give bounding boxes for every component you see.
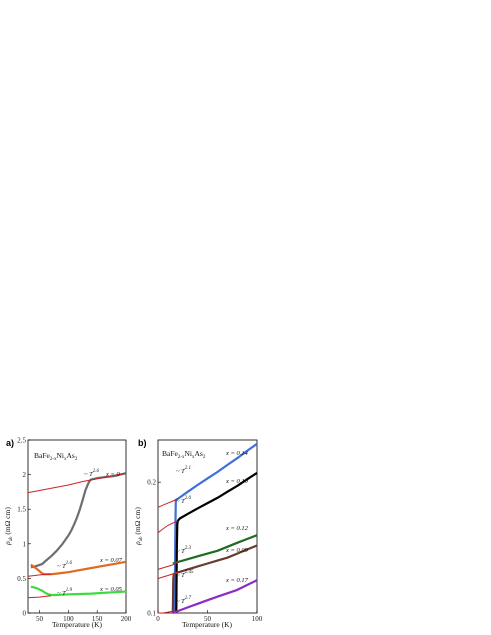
annot-b-fit-2: ~ T2.3: [176, 546, 192, 555]
b-xtick-label: 100: [252, 615, 263, 623]
annot-a-series-1: x = 0.07: [99, 557, 123, 564]
a-fit-line-0: [27, 472, 127, 494]
panel-a-annotations: x = 0 ~ T2.6 x = 0.07 ~ T1.6 x = 0.05 ~ …: [57, 469, 123, 597]
b-series-line-2: [172, 534, 258, 565]
annot-b-fit-4: ~ T2.7: [176, 596, 192, 605]
b-fit-line-4: [158, 610, 178, 614]
annot-a-fit-1: ~ T1.6: [57, 561, 73, 570]
annot-b-series-1: x = 0.10: [225, 478, 249, 485]
panel-a: a) BaFe2-xNixAs2 Temperature (K) ρab (mΩ…: [3, 437, 132, 630]
b-fit-line-3: [157, 571, 178, 580]
annot-b-fit-3: ~ T2.45: [176, 570, 194, 579]
annot-a-fit-2: ~ T1.9: [57, 588, 73, 597]
b-series-line-4: [172, 579, 258, 615]
a-ytick-label: 0.5: [17, 575, 26, 583]
a-ytick-label: 0: [23, 610, 27, 618]
a-xtick-label: 150: [92, 615, 103, 623]
a-fit-line-2: [27, 595, 52, 599]
a-series-line-1: [30, 560, 127, 576]
a-ytick-label: 2.5: [17, 437, 26, 445]
annot-b-series-3: x = 0.09: [225, 547, 249, 554]
panel-b-series: [157, 442, 258, 615]
b-ytick-label: 0.1: [147, 610, 156, 618]
b-series-line-1: [175, 471, 258, 614]
annot-b-fit-0: ~ T2.1: [176, 466, 191, 475]
annot-b-series-0: x = 0.14: [225, 450, 249, 457]
panel-b-y-axis: 0.1 0.2: [147, 479, 161, 618]
b-series-line-3: [171, 544, 258, 614]
panel-a-compound: BaFe2-xNixAs2: [34, 451, 78, 462]
a-xtick-label: 50: [36, 615, 44, 623]
a-xtick-label: 200: [121, 615, 132, 623]
b-fit-line-0: [157, 498, 178, 508]
panel-a-frame: [27, 439, 127, 614]
a-series-line-0: [30, 472, 127, 569]
b-ytick-label: 0.2: [147, 479, 156, 487]
panel-a-ylabel: ρab (mΩ cm): [3, 507, 14, 546]
a-series-line-2: [30, 585, 127, 597]
panel-b: b) BaFe2-xNixAs2 Temperature (K) ρab (mΩ…: [133, 438, 263, 629]
annot-b-series-4: x = 0.17: [225, 577, 249, 584]
b-series-line-0: [173, 442, 258, 614]
panel-a-xlabel: Temperature (K): [52, 620, 103, 629]
a-ytick-label: 1.5: [17, 506, 26, 514]
panel-a-series: [27, 472, 127, 599]
panel-a-y-axis: 0 0.5 1 1.5 2 2.5: [17, 437, 31, 618]
b-xtick-label: 0: [156, 615, 160, 623]
annot-a-series-2: x = 0.05: [99, 586, 123, 593]
annot-a-fit-0: ~ T2.6: [84, 469, 100, 478]
a-xtick-label: 100: [63, 615, 74, 623]
annot-b-series-2: x = 0.12: [225, 525, 249, 532]
a-ytick-label: 2: [23, 471, 27, 479]
panel-a-x-axis: 50 100 150 200: [36, 610, 132, 623]
panel-b-annotations: x = 0.14 x = 0.10 x = 0.12 x = 0.09 x = …: [176, 450, 249, 605]
panel-b-compound: BaFe2-xNixAs2: [162, 449, 206, 460]
annot-a-series-0: x = 0: [105, 471, 121, 478]
a-fit-line-1: [27, 573, 52, 577]
panel-b-ylabel: ρab (mΩ cm): [133, 507, 144, 546]
b-xtick-label: 50: [204, 615, 212, 623]
b-fit-line-1: [157, 520, 179, 534]
annot-b-fit-1: ~ T2.0: [176, 496, 192, 505]
panel-b-xlabel: Temperature (K): [182, 620, 233, 629]
b-fit-line-2: [157, 561, 179, 570]
panel-b-letter: b): [138, 438, 147, 448]
panel-a-letter: a): [6, 438, 14, 448]
a-ytick-label: 1: [23, 540, 27, 548]
